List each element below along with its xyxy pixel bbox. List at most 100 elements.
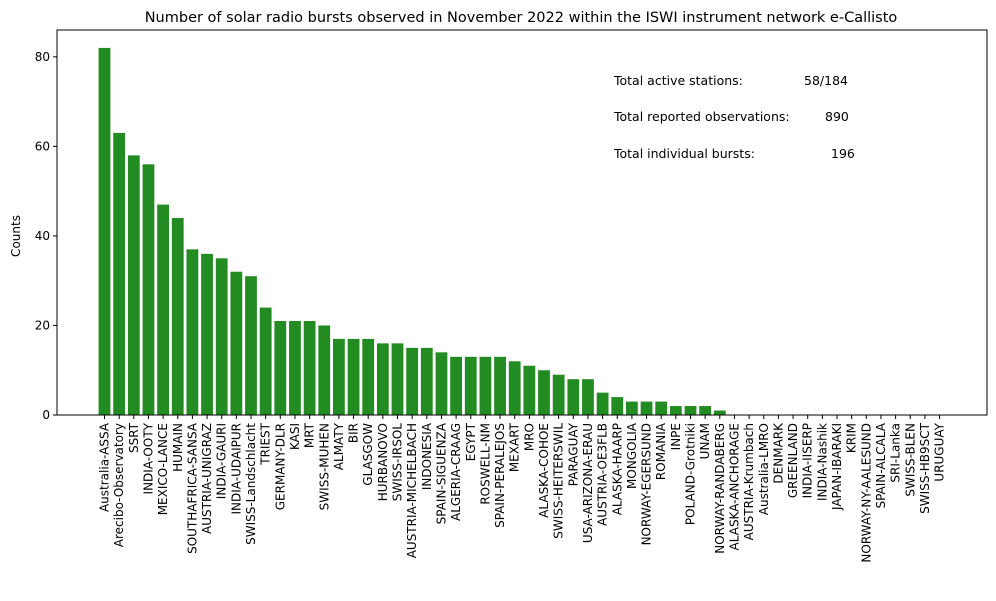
x-tick-label: GREENLAND (786, 423, 800, 498)
x-tick-label: SWISS-MUHEN (317, 423, 331, 510)
bar-mexart (508, 361, 521, 415)
bar-almaty (333, 338, 345, 415)
bar-poland-grotniki (684, 406, 697, 415)
x-tick-label: ALASKA-ANCHORAGE (727, 423, 741, 550)
x-tick-label: HURBANOVO (376, 423, 390, 501)
x-tick-label: USA-ARIZONA-ERAU (581, 423, 595, 543)
bar-southafrica-sansa (186, 249, 199, 415)
annotations: Total active stations: 58/184 Total repo… (613, 73, 855, 161)
bar-swiss-heiterswil (552, 374, 565, 415)
y-tick-label: 60 (35, 139, 50, 153)
x-tick-label: ALGERIA-CRAAG (449, 423, 463, 521)
bar-austria-unigraz (201, 253, 213, 415)
x-tick-label: NORWAY-RANDABERG (713, 423, 727, 554)
x-tick-label: SPAIN-ALCALA (874, 422, 888, 508)
x-tick-label: SPAIN-SIGUENZA (434, 422, 448, 524)
bar-austria-oe3flb (596, 392, 609, 415)
bar-triest (259, 307, 272, 415)
x-tick-label: GERMANY-DLR (273, 423, 287, 510)
x-tick-label: MRT (303, 422, 317, 448)
annotation-individual-bursts-label: Total individual bursts: (613, 146, 755, 161)
bar-norway-egersund (640, 401, 653, 415)
bar-swiss-landschlacht (245, 276, 257, 415)
y-tick-label: 0 (42, 408, 50, 422)
bar-spain-peralejos (494, 356, 506, 415)
bar-bir (347, 338, 360, 415)
bar-mongolia (626, 401, 638, 415)
y-axis: 0 20 40 60 80 (35, 50, 57, 422)
x-tick-label: MEXART (508, 422, 522, 472)
bar-inpe (669, 406, 682, 415)
x-tick-label: UNAM (698, 423, 712, 459)
x-tick-label: INDIA-Nashik (815, 423, 829, 501)
bar-norway-randaberg (713, 410, 726, 415)
annotation-active-stations-value: 58/184 (804, 73, 848, 88)
bar-austria-michelbach (406, 347, 419, 415)
x-tick-label: PARAGUAY (566, 422, 580, 486)
bar-alaska-haarp (611, 397, 624, 415)
x-tick-label: SWISS-Landschlacht (244, 423, 258, 545)
x-tick-label: SWISS-IRSOL (391, 423, 405, 502)
x-tick-label: INDIA-IISERP (801, 423, 815, 498)
x-tick-label: SWISS-HB9SCT (918, 422, 932, 513)
bar-swiss-irsol (391, 343, 404, 415)
bar-egypt (464, 356, 477, 415)
bar-usa-arizona-erau (582, 379, 594, 415)
bar-india-udaipur (230, 271, 243, 415)
x-tick-label: ROMANIA (654, 422, 668, 480)
x-tick-label: ALMATY (332, 422, 346, 470)
x-tick-label: NORWAY-NY-AALESUND (859, 423, 873, 563)
bar-kasi (289, 320, 301, 415)
x-tick-label: JAPAN-IBARAKI (830, 423, 844, 511)
x-tick-label: Australia-ASSA (98, 422, 112, 512)
x-tick-label: AUSTRIA-UNIGRAZ (200, 423, 214, 534)
x-tick-label: AUSTRIA-MICHELBACH (405, 423, 419, 558)
x-tick-label: INDONESIA (420, 422, 434, 490)
x-tick-label: INPE (669, 423, 683, 450)
x-tick-label: SRI-Lanka (889, 423, 903, 483)
x-tick-label: MONGOLIA (625, 422, 639, 489)
x-tick-label: SPAIN-PERALEJOS (493, 423, 507, 528)
x-tick-label: INDIA-GAURI (215, 423, 229, 499)
bar-germany-dlr (274, 320, 287, 415)
x-tick-label: POLAND-Grotniki (684, 423, 698, 525)
bar-hurbanovo (376, 343, 389, 415)
x-tick-label: URUGUAY (933, 422, 947, 481)
x-tick-label: ALASKA-COHOE (537, 423, 551, 518)
bars-group (98, 47, 726, 415)
bar-swiss-muhen (318, 325, 331, 415)
x-tick-label: MRO (522, 423, 536, 451)
bar-paraguay (567, 379, 580, 415)
y-axis-label: Counts (9, 215, 23, 257)
x-tick-label: TRIEST (259, 422, 273, 465)
x-tick-label: EGYPT (464, 422, 478, 461)
bar-arecibo-observatory (113, 132, 126, 415)
x-tick-label: Australia-LMRO (757, 423, 771, 515)
bar-algeria-craag (450, 356, 462, 415)
bar-australia-assa (98, 47, 111, 415)
x-tick-label: ALASKA-HAARP (610, 423, 624, 515)
annotation-active-stations-label: Total active stations: (613, 73, 743, 88)
x-tick-label: ROSWELL-NM (478, 423, 492, 505)
bar-mro (523, 365, 536, 415)
annotation-individual-bursts-value: 196 (831, 146, 855, 161)
x-tick-label: MEXICO-LANCE (156, 423, 170, 515)
x-tick-label: SSRT (127, 422, 141, 453)
y-tick-label: 40 (35, 229, 50, 243)
bar-unam (699, 406, 712, 415)
x-tick-label: KRIM (845, 423, 859, 453)
x-tick-label: INDIA-UDAIPUR (229, 423, 243, 515)
x-tick-label: SWISS-BLEN (903, 423, 917, 497)
bar-mexico-lance (157, 204, 169, 415)
bar-ssrt (127, 155, 140, 415)
bar-roswell-nm (479, 356, 492, 415)
x-tick-label: INDIA-OOTY (141, 422, 155, 494)
plot-frame (56, 29, 988, 416)
bar-humain (171, 218, 184, 415)
bar-india-ooty (142, 164, 155, 415)
bar-alaska-cohoe (538, 370, 550, 415)
x-tick-label: KASI (288, 423, 302, 450)
bar-romania (655, 401, 668, 415)
chart-title: Number of solar radio bursts observed in… (145, 10, 898, 26)
